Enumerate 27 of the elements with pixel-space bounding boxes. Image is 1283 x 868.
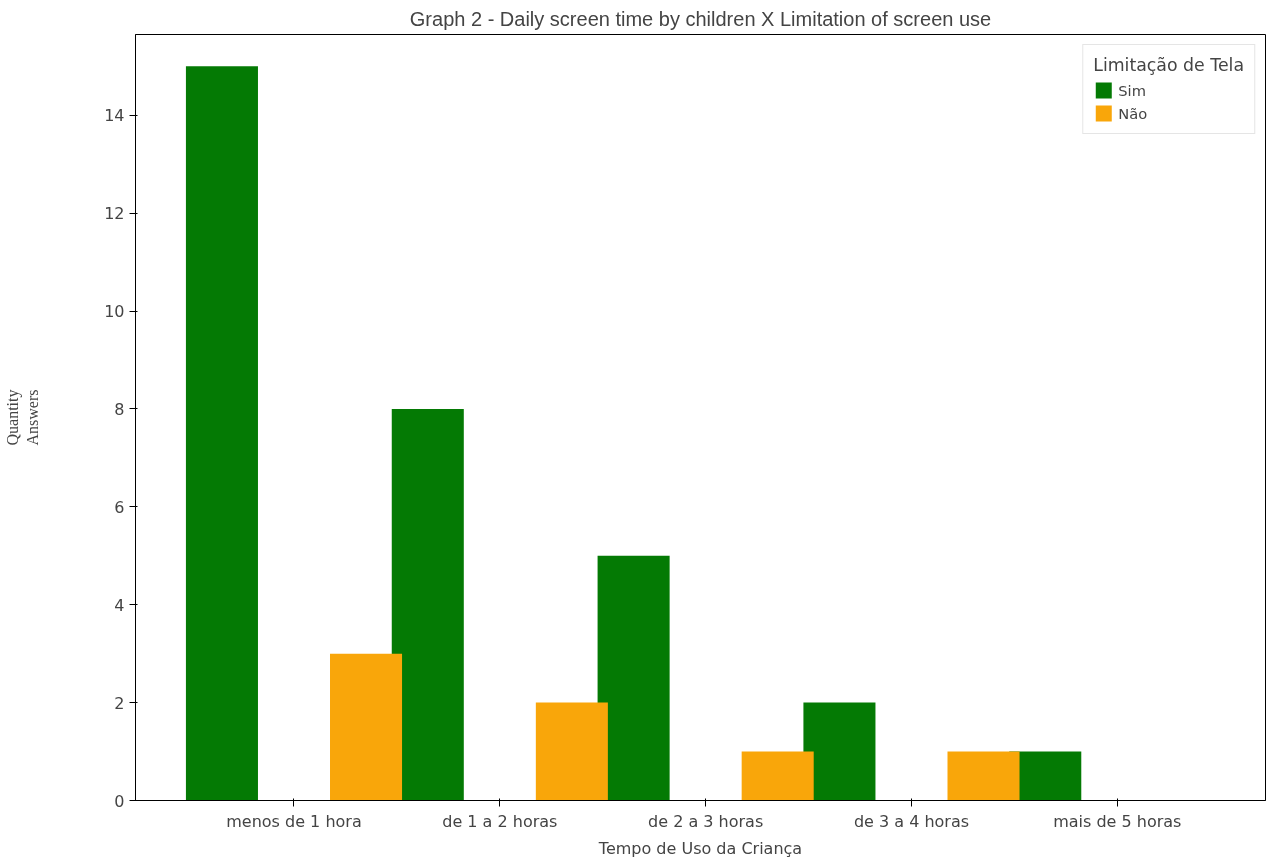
bar (741, 751, 814, 801)
x-tick-label: de 3 a 4 horas (853, 811, 970, 831)
y-tick-label: 10 (104, 302, 125, 322)
y-tick-label: 8 (114, 399, 125, 419)
y-tick-label: 6 (114, 497, 125, 517)
y-tick-label: 4 (114, 595, 125, 615)
y-tick-label: 0 (114, 791, 125, 811)
y-tick-label: 12 (104, 204, 125, 224)
x-tick-label: de 1 a 2 horas (442, 811, 558, 831)
bar (391, 408, 464, 801)
bar (535, 702, 608, 801)
legend-label: Não (1118, 104, 1148, 122)
bar (185, 66, 258, 801)
x-tick-label: mais de 5 horas (1053, 811, 1182, 831)
legend-label: Sim (1118, 81, 1146, 99)
y-tick-label: 14 (104, 106, 125, 126)
legend-title: Limitação de Tela (1093, 55, 1244, 75)
bar (803, 702, 876, 801)
bar (947, 751, 1020, 801)
x-axis-title: Tempo de Uso da Criança (597, 838, 803, 858)
bar (597, 555, 670, 801)
bar (330, 653, 403, 801)
y-tick-label: 2 (114, 693, 125, 713)
y-axis-title: Quantity Answers (3, 389, 42, 446)
x-tick-label: menos de 1 hora (226, 811, 362, 831)
chart-title: Graph 2 - Daily screen time by children X Limitation of screen use (409, 7, 992, 30)
x-tick-label: de 2 a 3 horas (648, 811, 764, 831)
